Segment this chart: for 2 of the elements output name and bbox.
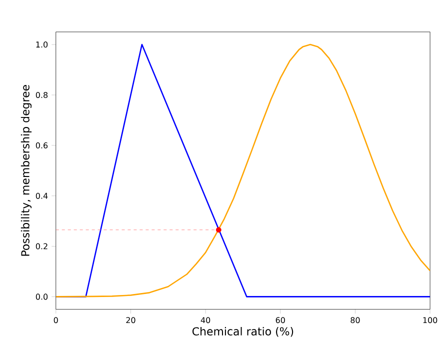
x-axis-title: Chemical ratio (%)	[192, 326, 294, 337]
y-axis-title: Possibility, membership degree	[20, 84, 32, 256]
